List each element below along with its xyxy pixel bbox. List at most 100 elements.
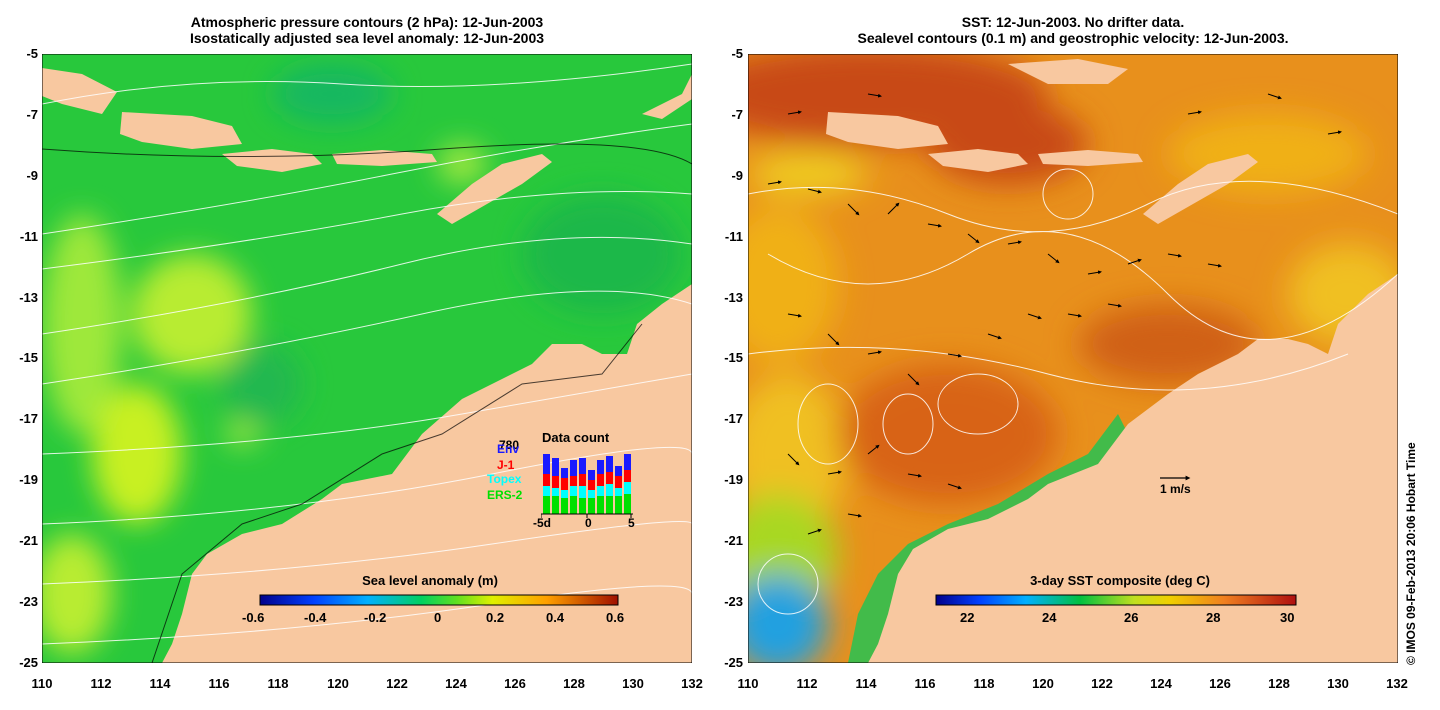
x-tick: 128 <box>1268 676 1290 691</box>
y-tick: -9 <box>731 168 743 183</box>
inset-legend-ers2: ERS-2 <box>487 488 523 502</box>
y-tick: -13 <box>19 290 38 305</box>
right-title-line1: SST: 12-Jun-2003. No drifter data. <box>961 14 1185 30</box>
right-australia <box>868 274 1398 663</box>
right-island-chain-2 <box>928 149 1028 172</box>
right-colorbar-title: 3-day SST composite (deg C) <box>1030 573 1210 588</box>
left-map <box>42 54 692 663</box>
cb-tick: 0.6 <box>606 610 625 625</box>
left-colorbar-ticks: -0.6 -0.4 -0.2 0 0.2 0.4 0.6 <box>240 610 640 628</box>
left-colorbar-title: Sea level anomaly (m) <box>362 573 498 588</box>
x-tick: 122 <box>386 676 408 691</box>
inset-bar-chart <box>541 454 633 518</box>
inset-legend-j1: J-1 <box>497 458 515 472</box>
left-anomaly-patches <box>42 64 682 654</box>
left-island-west <box>42 68 117 114</box>
right-sealevel-contours <box>748 168 1398 615</box>
y-tick: -5 <box>26 46 38 61</box>
y-tick: -7 <box>731 107 743 122</box>
right-island-chain-1 <box>826 112 948 149</box>
x-tick: 124 <box>1150 676 1172 691</box>
y-tick: -19 <box>19 472 38 487</box>
cb-tick: -0.6 <box>242 610 265 625</box>
x-tick: 130 <box>1327 676 1349 691</box>
right-map <box>748 54 1398 663</box>
x-tick: 112 <box>90 676 112 691</box>
left-title-line1: Atmospheric pressure contours (2 hPa): 1… <box>190 14 544 30</box>
left-pressure-contours <box>42 63 692 645</box>
inset-bars <box>543 454 631 514</box>
right-island-chain-3 <box>1038 150 1143 166</box>
x-tick: 124 <box>445 676 467 691</box>
cb-tick: 0.2 <box>486 610 505 625</box>
inset-legend-env: Env <box>497 442 520 456</box>
right-colorbar-ticks: 22 24 26 28 30 <box>930 610 1330 628</box>
sst-tick: 28 <box>1206 610 1221 625</box>
inset-xtick-1: 0 <box>585 516 592 530</box>
x-tick: 132 <box>1386 676 1408 691</box>
y-tick: -5 <box>731 46 743 61</box>
y-tick: -17 <box>19 411 38 426</box>
y-tick: -19 <box>724 472 743 487</box>
sst-tick: 24 <box>1042 610 1057 625</box>
inset-title: Data count <box>542 430 610 445</box>
x-tick: 116 <box>914 676 936 691</box>
x-tick: 120 <box>327 676 349 691</box>
y-tick: -23 <box>724 594 743 609</box>
y-tick: -15 <box>724 350 743 365</box>
sst-tick: 22 <box>960 610 975 625</box>
x-tick: 120 <box>1032 676 1054 691</box>
x-tick: 110 <box>737 676 759 691</box>
right-timor <box>1143 154 1258 224</box>
x-tick: 132 <box>681 676 703 691</box>
x-tick: 126 <box>504 676 526 691</box>
left-island-small <box>642 74 692 119</box>
y-tick: -7 <box>26 107 38 122</box>
y-tick: -23 <box>19 594 38 609</box>
left-coastline-contours <box>42 143 692 663</box>
y-tick: -17 <box>724 411 743 426</box>
y-tick: -21 <box>724 533 743 548</box>
x-tick: 126 <box>1209 676 1231 691</box>
right-island-north <box>1008 59 1128 84</box>
x-tick: 130 <box>622 676 644 691</box>
inset-xtick-2: 5 <box>628 516 635 530</box>
x-tick: 112 <box>796 676 818 691</box>
y-tick: -25 <box>19 655 38 670</box>
inset-max-label: 780 <box>499 438 520 452</box>
right-colorbar <box>935 594 1297 606</box>
data-count-inset: Data count 780 Env J-1 Topex ERS-2 -5d 0… <box>485 428 645 533</box>
y-tick: -9 <box>26 168 38 183</box>
x-tick: 128 <box>563 676 585 691</box>
x-tick: 110 <box>31 676 53 691</box>
left-title-line2: Isostatically adjusted sea level anomaly… <box>189 30 545 46</box>
left-colorbar <box>259 594 619 606</box>
left-australia <box>162 284 692 663</box>
y-tick: -25 <box>724 655 743 670</box>
x-tick: 116 <box>208 676 230 691</box>
x-tick: 122 <box>1091 676 1113 691</box>
copyright-text: © IMOS 09-Feb-2013 20:06 Hobart Time <box>1404 442 1418 665</box>
inset-xtick-0: -5d <box>533 516 551 530</box>
cb-tick: 0 <box>434 610 442 625</box>
right-velocity-arrows <box>767 93 1342 535</box>
cb-tick: 0.4 <box>546 610 565 625</box>
x-tick: 118 <box>267 676 289 691</box>
left-island-chain-2 <box>222 149 322 172</box>
left-island-chain-1 <box>120 112 242 149</box>
cb-tick: -0.4 <box>304 610 327 625</box>
y-tick: -13 <box>724 290 743 305</box>
x-tick: 114 <box>855 676 877 691</box>
x-tick: 118 <box>973 676 995 691</box>
y-tick: -11 <box>19 229 38 244</box>
right-green-coastal <box>848 414 1128 663</box>
right-title: SST: 12-Jun-2003. No drifter data. Seale… <box>748 14 1398 46</box>
y-tick: -15 <box>19 350 38 365</box>
left-title: Atmospheric pressure contours (2 hPa): 1… <box>42 14 692 46</box>
cb-tick: -0.2 <box>364 610 387 625</box>
y-tick: -11 <box>724 229 743 244</box>
y-tick: -21 <box>19 533 38 548</box>
sst-tick: 26 <box>1124 610 1139 625</box>
sst-tick: 30 <box>1280 610 1295 625</box>
right-sst-patches <box>748 54 1398 663</box>
